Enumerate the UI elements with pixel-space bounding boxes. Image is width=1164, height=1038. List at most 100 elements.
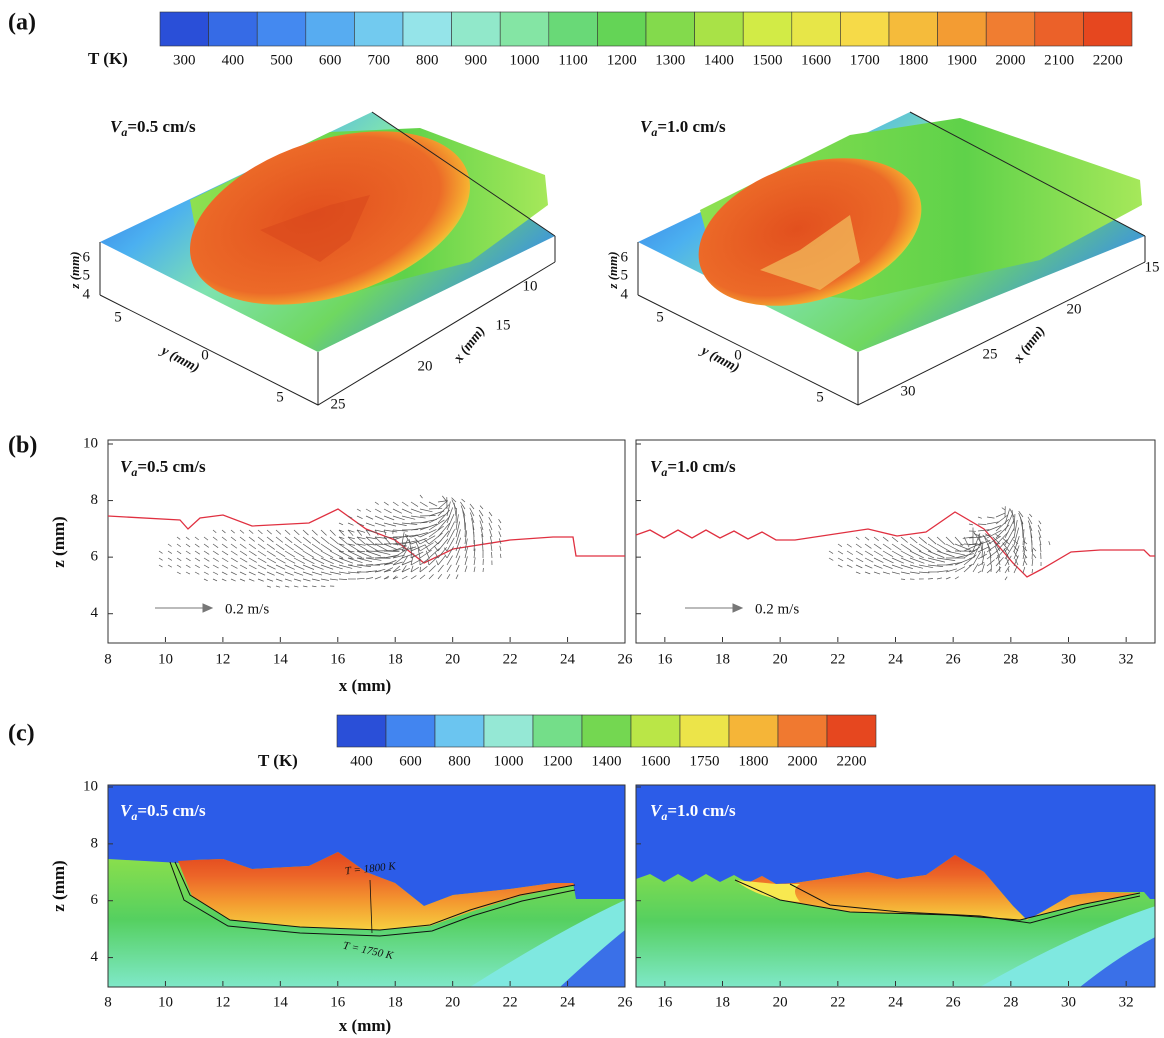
colorbar-swatch <box>888 11 938 47</box>
x-tick-label: 10 <box>158 651 173 667</box>
velocity-vector <box>882 550 894 558</box>
velocity-vector <box>293 585 299 588</box>
velocity-vector <box>374 550 391 555</box>
velocity-vector <box>320 543 332 552</box>
scale-label: 0.2 m/s <box>755 601 799 617</box>
velocity-vector <box>311 543 323 552</box>
velocity-vector <box>176 543 181 548</box>
velocity-vector <box>257 578 264 582</box>
velocity-vector <box>442 495 448 503</box>
z-axis-label: z (mm) <box>67 251 82 289</box>
velocity-vector <box>1038 536 1042 546</box>
velocity-vector <box>302 543 313 552</box>
title-text: =0.5 cm/s <box>137 801 206 820</box>
velocity-vector <box>900 578 906 580</box>
velocity-vector <box>275 585 281 588</box>
velocity-vector <box>954 553 974 559</box>
velocity-vector <box>846 550 854 555</box>
velocity-vector <box>882 557 894 564</box>
velocity-vector <box>212 536 218 541</box>
velocity-vector <box>1013 536 1020 553</box>
velocity-vector <box>239 536 246 542</box>
velocity-vector <box>469 507 475 517</box>
x-tick-label: 18 <box>715 994 730 1010</box>
velocity-vector <box>488 516 493 524</box>
panel-label: (b) <box>8 433 37 459</box>
colorbar-swatch <box>336 714 387 748</box>
velocity-vector <box>275 550 286 557</box>
velocity-vector <box>230 564 238 569</box>
velocity-vector <box>248 564 257 570</box>
velocity-vector <box>302 585 308 588</box>
velocity-vector <box>1022 546 1026 560</box>
velocity-vector <box>1038 520 1042 525</box>
velocity-vector <box>972 551 981 566</box>
velocity-vector <box>392 554 405 559</box>
velocity-vector <box>936 577 942 580</box>
velocity-vector <box>167 564 172 568</box>
velocity-vector <box>275 578 283 582</box>
colorbar-tick-label: 1900 <box>947 52 977 68</box>
velocity-vector <box>419 566 428 573</box>
velocity-vector <box>338 557 354 564</box>
velocity-vector <box>900 536 908 543</box>
title-text: =1.0 cm/s <box>667 801 736 820</box>
velocity-vector <box>864 550 874 557</box>
velocity-vector <box>1039 544 1042 553</box>
velocity-vector <box>1031 549 1033 560</box>
velocity-vector <box>498 538 502 545</box>
velocity-vector <box>1003 548 1010 559</box>
velocity-vector <box>365 536 377 540</box>
velocity-vector <box>963 546 980 559</box>
velocity-vector <box>446 529 455 545</box>
velocity-vector <box>428 519 445 531</box>
velocity-vector <box>338 536 349 545</box>
velocity-vector <box>963 554 977 566</box>
velocity-vector <box>473 566 476 573</box>
velocity-vector <box>419 501 428 507</box>
velocity-vector <box>1022 556 1026 567</box>
velocity-vector <box>374 522 386 527</box>
colorbar-title: T (K) <box>258 751 298 770</box>
velocity-vector <box>311 557 325 565</box>
x-tick-label: 14 <box>273 994 289 1010</box>
velocity-vector <box>1022 529 1025 546</box>
velocity-vector <box>918 564 934 569</box>
velocity-vector <box>981 551 986 566</box>
velocity-vector <box>194 557 201 562</box>
velocity-vector <box>972 563 979 573</box>
velocity-vector <box>284 557 296 564</box>
velocity-vector <box>437 515 451 531</box>
velocity-vector <box>410 532 428 538</box>
velocity-vector <box>338 543 345 546</box>
title-symbol: V <box>110 117 123 136</box>
velocity-vector <box>1022 566 1026 574</box>
velocity-vector <box>392 565 401 573</box>
velocity-vector <box>338 550 353 559</box>
velocity-vector <box>927 543 942 553</box>
title-subscript: a <box>121 125 127 139</box>
velocity-vector <box>1004 536 1015 553</box>
x-tick-label: 22 <box>830 651 845 667</box>
temperature-field-right <box>636 785 1155 987</box>
velocity-vector <box>194 564 200 569</box>
velocity-vector <box>302 557 315 564</box>
velocity-vector <box>293 564 305 570</box>
velocity-vector <box>347 543 355 546</box>
velocity-vector <box>203 550 210 555</box>
velocity-vector <box>437 500 447 503</box>
velocity-vector <box>986 550 998 560</box>
velocity-vector <box>444 554 448 559</box>
velocity-vector <box>410 551 424 559</box>
velocity-vector <box>1032 547 1037 552</box>
velocity-vector <box>383 569 391 573</box>
velocity-vector <box>239 564 248 569</box>
x-axis-label: x (mm) <box>339 1016 391 1035</box>
velocity-vector <box>864 564 873 569</box>
velocity-vector <box>176 564 182 568</box>
velocity-vector <box>446 555 453 566</box>
colorbar-tick-label: 1200 <box>543 753 573 769</box>
velocity-vector <box>275 557 286 564</box>
velocity-vector <box>490 543 493 552</box>
velocity-vector <box>995 512 1006 518</box>
